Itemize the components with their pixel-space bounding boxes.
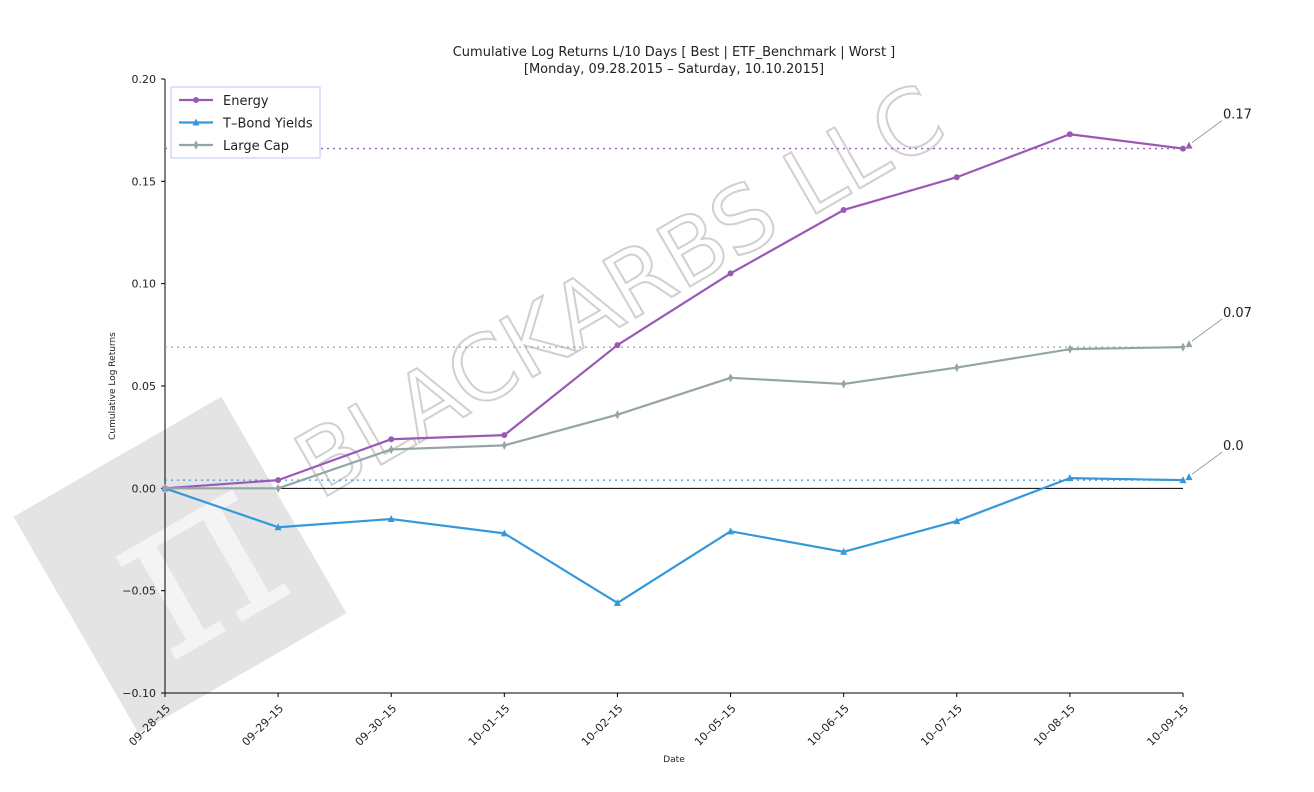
data-point <box>162 483 168 493</box>
legend-label: Energy <box>223 94 269 109</box>
data-point <box>274 523 282 531</box>
end-label-largecap: 0.07 <box>1223 306 1252 321</box>
annotation-leader <box>1191 120 1223 143</box>
legend-item-largecap: Large Cap <box>179 139 289 154</box>
x-tick-label: 10–07–15 <box>918 702 965 749</box>
data-point <box>1185 473 1193 481</box>
x-tick-label: 10–08–15 <box>1031 702 1078 749</box>
data-point <box>953 517 961 525</box>
data-point <box>840 547 848 555</box>
x-tick-label: 10–05–15 <box>692 702 739 749</box>
series-group <box>161 131 1187 606</box>
end-annotations: 0.17 0.0 0.07 <box>1185 108 1252 481</box>
legend-label: T–Bond Yields <box>222 117 313 132</box>
data-point <box>1180 342 1186 352</box>
data-point <box>275 483 281 493</box>
x-tick-label: 10–06–15 <box>805 702 852 749</box>
y-tick-label: −0.10 <box>122 687 156 700</box>
chart-title: Cumulative Log Returns L/10 Days [ Best … <box>453 45 896 60</box>
data-point <box>275 477 282 484</box>
data-point <box>387 515 395 523</box>
y-tick-label: −0.05 <box>122 585 156 598</box>
data-point <box>501 440 507 450</box>
chart-subtitle: [Monday, 09.28.2015 – Saturday, 10.10.20… <box>524 62 824 77</box>
data-point <box>954 363 960 373</box>
watermark: π BLACKARBS LLC <box>13 63 962 734</box>
y-axis-label: Cumulative Log Returns <box>108 332 118 440</box>
y-tick-label: 0.10 <box>132 278 157 291</box>
data-point <box>500 529 508 537</box>
series-line-energy <box>164 133 1184 490</box>
data-point <box>953 174 960 181</box>
data-point <box>193 140 199 150</box>
data-point <box>1066 474 1074 482</box>
data-point <box>193 97 199 103</box>
data-point <box>614 410 620 420</box>
data-point <box>388 436 395 443</box>
legend-item-energy: Energy <box>179 94 269 109</box>
data-point <box>1179 476 1187 484</box>
data-point <box>613 598 621 606</box>
legend-item-tbond: T–Bond Yields <box>179 117 313 132</box>
data-point <box>192 118 200 126</box>
data-point <box>388 444 394 454</box>
x-tick-label: 10–09–15 <box>1144 702 1191 749</box>
data-point <box>727 527 735 535</box>
y-tick-label: 0.20 <box>132 73 157 86</box>
series-line-tbond <box>164 477 1184 605</box>
data-point <box>501 432 508 439</box>
data-point <box>841 379 847 389</box>
data-point <box>1066 131 1073 138</box>
data-point <box>1067 344 1073 354</box>
annotation-leader <box>1191 451 1223 475</box>
legend: Energy T–Bond Yields Large Cap <box>170 86 321 159</box>
series-tbond <box>161 474 1187 606</box>
x-tick-label: 09–30–15 <box>353 702 400 749</box>
series-energy <box>162 131 1186 492</box>
data-point <box>728 373 734 383</box>
watermark-text: BLACKARBS LLC <box>279 64 961 519</box>
legend-label: Large Cap <box>223 139 289 154</box>
x-tick-label: 10–01–15 <box>466 702 513 749</box>
data-point <box>840 206 847 213</box>
data-point <box>727 270 734 277</box>
reference-lines <box>165 147 1183 481</box>
y-tick-label: 0.00 <box>132 482 157 495</box>
x-tick-label: 10–02–15 <box>579 702 626 749</box>
x-tick-label: 09–29–15 <box>240 702 287 749</box>
end-label-tbond: 0.0 <box>1223 439 1244 454</box>
end-label-energy: 0.17 <box>1223 108 1252 123</box>
series-line-largecap <box>165 346 1184 490</box>
x-axis-label: Date <box>663 755 685 765</box>
data-point <box>1185 141 1193 149</box>
y-tick-label: 0.15 <box>132 175 157 188</box>
series-largecap <box>162 342 1186 493</box>
data-point <box>614 342 621 349</box>
y-tick-label: 0.05 <box>132 380 157 393</box>
annotation-leader <box>1191 318 1223 342</box>
data-point <box>1180 145 1186 152</box>
data-point <box>1185 340 1193 348</box>
